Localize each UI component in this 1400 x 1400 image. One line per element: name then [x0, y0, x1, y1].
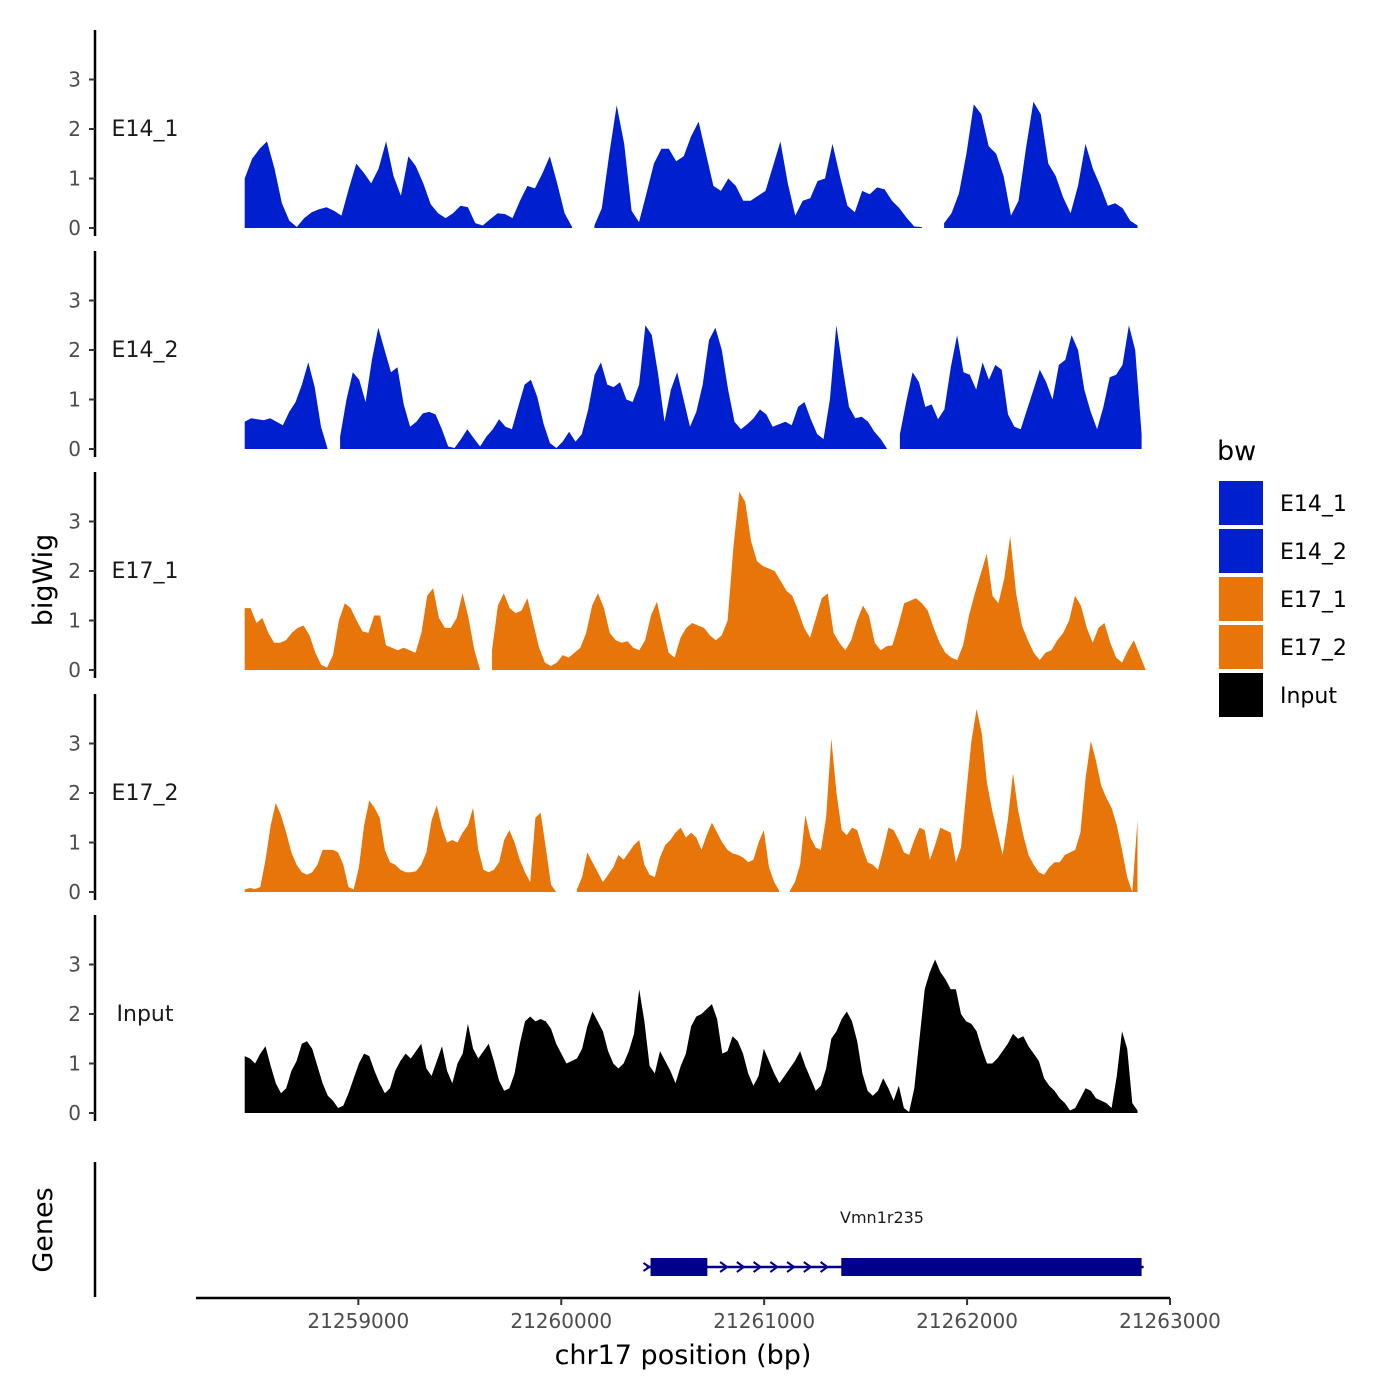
x-axis: 21259000 21260000 21261000 21262000 21263000…: [196, 1296, 1221, 1371]
x-tick-label: 21261000: [713, 1309, 815, 1333]
y-tick-label: 3: [68, 289, 81, 313]
signal-area-e17-2-2: [789, 708, 1138, 892]
legend: bw E14_1 E14_2 E17_1 E17_2 Input: [1217, 436, 1347, 719]
legend-label: E14_1: [1280, 492, 1347, 517]
track-panel-e17-1: 0 1 2 3 E17_1: [68, 472, 1146, 682]
track-label: E14_1: [112, 117, 179, 142]
y-tick-label: 2: [68, 1002, 81, 1026]
legend-item-e14-2: E14_2: [1217, 527, 1347, 575]
x-axis-ticks: 21259000 21260000 21261000 21262000 21263000: [307, 1298, 1221, 1333]
gene-exon: [841, 1258, 1142, 1276]
genes-panel: Genes Vmn1r235: [28, 1162, 1144, 1297]
strand-arrow: [819, 1261, 830, 1273]
strand-arrow: [752, 1261, 763, 1273]
signal-area-e17-1-1: [492, 491, 1146, 670]
signal-area-e14-2-1: [340, 325, 888, 449]
gene-name-label: Vmn1r235: [840, 1208, 924, 1227]
signal-area-e14-2-0: [244, 362, 328, 449]
y-tick-label: 0: [68, 437, 81, 461]
y-tick-label: 1: [68, 388, 81, 412]
signal-area-e17-2-0: [244, 800, 557, 892]
y-tick-label: 3: [68, 68, 81, 92]
strand-arrow: [803, 1261, 813, 1273]
y-tick-label: 0: [68, 1101, 81, 1125]
y-tick-label: 0: [68, 880, 81, 904]
track-panel-e17-2: 0 1 2 3 E17_2: [68, 694, 1138, 904]
signal-area-e14-2-2: [899, 325, 1142, 449]
y-tick-label: 1: [68, 831, 81, 855]
legend-item-e17-2: E17_2: [1217, 623, 1347, 671]
y-tick-label: 0: [68, 658, 81, 682]
signal-area-e14-1-2: [944, 101, 1138, 228]
y-tick-label: 2: [68, 117, 81, 141]
y-tick-label: 3: [68, 732, 81, 756]
legend-label: E14_2: [1280, 540, 1347, 565]
legend-item-input: Input: [1217, 671, 1337, 719]
y-tick-label: 1: [68, 167, 81, 191]
legend-swatch: [1217, 623, 1265, 671]
signal-area-e14-1-1: [594, 105, 922, 228]
y-tick-label: 2: [68, 338, 81, 362]
legend-label: Input: [1280, 684, 1337, 709]
gene-exon: [650, 1258, 708, 1276]
signal-area-input-0: [244, 959, 1138, 1113]
y-tick-label: 3: [68, 953, 81, 977]
track-label: E17_1: [112, 559, 179, 584]
legend-swatch: [1217, 575, 1265, 623]
x-tick-label: 21263000: [1119, 1309, 1221, 1333]
legend-item-e14-1: E14_1: [1217, 479, 1347, 527]
x-tick-label: 21260000: [510, 1309, 612, 1333]
y-tick-label: 3: [68, 510, 81, 534]
signal-area-e17-1-0: [244, 588, 481, 670]
signal-area-e17-2-1: [576, 822, 780, 892]
y-tick-label: 0: [68, 216, 81, 240]
track-panel-e14-1: 0 1 2 3 E14_1: [68, 30, 1138, 240]
y-tick-label: 2: [68, 559, 81, 583]
legend-title: bw: [1217, 436, 1256, 467]
strand-arrow: [719, 1261, 729, 1273]
legend-swatch: [1217, 671, 1265, 719]
genes-panel-label: Genes: [28, 1187, 59, 1272]
strand-arrow: [736, 1261, 746, 1273]
strand-arrow: [769, 1261, 780, 1273]
x-axis-title: chr17 position (bp): [555, 1340, 812, 1371]
strand-arrow: [642, 1262, 652, 1272]
legend-label: E17_1: [1280, 588, 1347, 613]
gene-model-vmn1r235: Vmn1r235: [642, 1208, 1144, 1276]
legend-items: E14_1 E14_2 E17_1 E17_2 Input: [1217, 479, 1347, 719]
y-tick-label: 2: [68, 781, 81, 805]
y-tick-label: 1: [68, 609, 81, 633]
legend-swatch: [1217, 527, 1265, 575]
legend-swatch: [1217, 479, 1265, 527]
y-axis-title: bigWig: [28, 534, 59, 627]
legend-label: E17_2: [1280, 636, 1347, 661]
x-tick-label: 21259000: [307, 1309, 409, 1333]
track-label: E17_2: [112, 781, 179, 806]
track-label: Input: [117, 1002, 174, 1027]
signal-area-e14-1-0: [244, 141, 573, 228]
legend-item-e17-1: E17_1: [1217, 575, 1347, 623]
x-tick-label: 21262000: [916, 1309, 1018, 1333]
strand-arrow: [786, 1261, 796, 1273]
gene-models: Vmn1r235: [642, 1208, 1144, 1276]
y-tick-label: 1: [68, 1052, 81, 1076]
track-panel-e14-2: 0 1 2 3 E14_2: [68, 251, 1142, 461]
track-label: E14_2: [112, 338, 179, 363]
track-panels: 0 1 2 3 E14_1 0 1 2 3 E14_2 0 1 2 3 E17_1 0 1 2 3 E17_2 0 1 2 3…: [68, 30, 1146, 1125]
track-panel-input: 0 1 2 3 Input: [68, 915, 1138, 1125]
